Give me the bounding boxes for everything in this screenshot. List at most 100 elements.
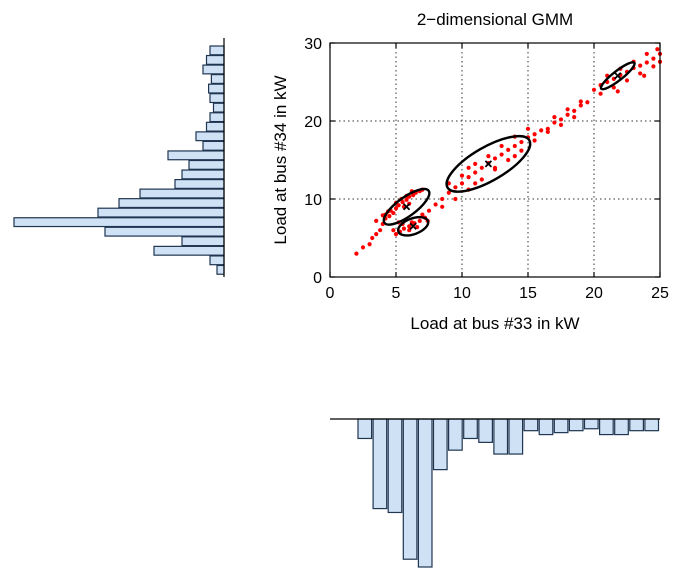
marginal-y-bar xyxy=(181,236,225,247)
marginal-y-bar xyxy=(174,178,225,189)
scatter-point xyxy=(532,132,537,137)
marginal-x-bar xyxy=(583,418,599,430)
scatter-point xyxy=(473,170,478,175)
x-tick-label: 25 xyxy=(651,285,669,302)
marginal-y-bar xyxy=(195,131,225,142)
scatter-point xyxy=(440,196,445,202)
scatter-point xyxy=(473,181,478,186)
scatter-point xyxy=(426,208,432,213)
marginal-x-bar xyxy=(629,418,644,432)
marginal-x-bar xyxy=(432,418,448,471)
marginal-y-bar xyxy=(202,64,225,75)
marginal-x-bar xyxy=(523,418,539,432)
marginal-y-bar xyxy=(13,217,225,228)
scatter-point xyxy=(565,107,570,112)
marginal-y-bar xyxy=(188,159,225,170)
marginal-y-bar xyxy=(139,188,225,199)
scatter-point xyxy=(453,185,458,190)
marginal-y-bar xyxy=(153,245,225,256)
scatter-point xyxy=(578,103,583,108)
scatter-point xyxy=(598,91,603,96)
gmm-ellipses xyxy=(382,61,636,237)
scatter-point xyxy=(374,232,379,237)
scatter-point xyxy=(378,228,383,233)
marginal-x-bar xyxy=(568,418,584,432)
marginal-x-bar xyxy=(493,418,509,455)
scatter-point xyxy=(440,204,445,209)
scatter-point xyxy=(539,128,544,133)
scatter-point xyxy=(558,122,564,127)
scatter-point xyxy=(565,112,570,117)
y-tick-label: 10 xyxy=(304,192,322,209)
marginal-x-bar xyxy=(372,418,388,510)
scatter-point xyxy=(512,143,517,149)
x-tick-label: 20 xyxy=(585,285,603,302)
marginal-x-bar xyxy=(614,418,629,436)
scatter-point xyxy=(479,177,484,182)
scatter-point xyxy=(466,175,471,180)
scatter-point xyxy=(417,218,422,223)
marginal-x-bars xyxy=(357,418,660,568)
y-tick-label: 0 xyxy=(313,270,322,287)
scatter-point xyxy=(651,56,656,61)
scatter-point xyxy=(420,212,425,217)
y-tick-label: 20 xyxy=(304,114,322,131)
y-tick-label: 30 xyxy=(304,36,322,53)
scatter-point xyxy=(519,148,524,153)
grid xyxy=(330,43,660,277)
marginal-y-bar xyxy=(205,54,225,65)
scatter-point xyxy=(552,115,557,120)
scatter-point xyxy=(433,202,438,207)
marginal-histogram-y xyxy=(13,38,225,277)
scatter-point xyxy=(532,138,537,143)
marginal-x-bar xyxy=(644,418,660,432)
scatter-point xyxy=(545,129,550,135)
scatter-point xyxy=(446,190,451,195)
scatter-point xyxy=(479,165,484,170)
scatter-point xyxy=(644,60,649,65)
scatter-point xyxy=(459,173,465,178)
scatter-point xyxy=(374,218,379,223)
marginal-x-bar xyxy=(417,418,433,568)
scatter-point xyxy=(393,206,399,211)
axis-ticks: 0 5 10 15 20 25 0 10 20 30 xyxy=(304,36,669,302)
marginal-y-bar xyxy=(104,226,225,237)
marginal-y-bar xyxy=(118,198,225,209)
scatter-point xyxy=(407,224,412,229)
plot-frame xyxy=(329,42,661,278)
marginal-x-bar xyxy=(553,418,569,434)
scatter-point xyxy=(492,156,498,161)
marginal-x-bar xyxy=(402,418,418,560)
scatter-point xyxy=(638,71,643,76)
marginal-y-bar xyxy=(97,207,225,218)
marginal-histogram-x xyxy=(330,418,660,568)
scatter-point xyxy=(572,115,577,120)
x-tick-label: 0 xyxy=(326,285,335,302)
scatter-point xyxy=(393,232,399,237)
scatter-point xyxy=(591,87,597,92)
main-scatter-plot: 2−dimensional GMM 0 5 10 15 20 25 0 10 20 30 Load… xyxy=(271,10,669,333)
scatter-point xyxy=(651,64,656,69)
marginal-y-bar xyxy=(202,140,225,151)
scatter-point xyxy=(473,161,478,166)
marginal-y-bars xyxy=(13,45,225,275)
scatter-point xyxy=(404,197,409,202)
scatter-point xyxy=(642,73,647,78)
scatter-point xyxy=(578,99,583,104)
gmm-mean-marker xyxy=(614,72,622,80)
scatter-point xyxy=(360,245,366,250)
marginal-y-bar xyxy=(167,150,225,161)
scatter-point xyxy=(638,63,643,68)
marginal-y-bar xyxy=(216,264,225,275)
marginal-y-bar xyxy=(209,93,225,104)
scatter-point xyxy=(401,226,407,231)
scatter-point xyxy=(506,157,511,163)
marginal-y-bar xyxy=(205,121,225,132)
gmm-component-ellipse xyxy=(396,215,430,237)
scatter-point xyxy=(370,235,375,241)
gmm-component-ellipse xyxy=(445,134,532,193)
scatter-point xyxy=(367,242,372,247)
scatter-point xyxy=(486,154,491,159)
y-axis-label: Load at bus #34 in kW xyxy=(271,75,290,244)
